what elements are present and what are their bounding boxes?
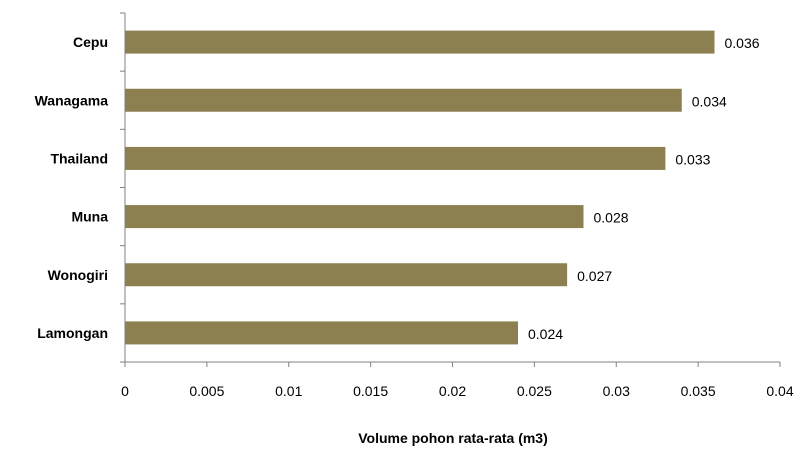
bar-wanagama [125, 88, 682, 112]
bars-layer [125, 30, 715, 345]
x-tick-label: 0.03 [603, 383, 630, 399]
x-tick-label: 0.04 [766, 383, 793, 399]
category-label: Muna [71, 209, 108, 225]
category-label: Wonogiri [48, 267, 108, 283]
category-label: Thailand [50, 150, 108, 166]
x-tick-label: 0.01 [275, 383, 302, 399]
data-label: 0.036 [725, 35, 760, 51]
axes-layer [120, 12, 781, 367]
x-tick-label: 0 [121, 383, 129, 399]
x-axis-title: Volume pohon rata-rata (m3) [358, 430, 548, 446]
x-tick-label: 0.035 [681, 383, 716, 399]
x-tick-label: 0.02 [439, 383, 466, 399]
bar-cepu [125, 30, 715, 54]
category-label: Lamongan [37, 325, 108, 341]
labels-layer: 0 0.005 0.01 0.015 0.02 0.025 0.03 0.035 0.04 Cep… [35, 34, 794, 399]
category-label: Wanagama [35, 92, 109, 108]
data-label: 0.033 [675, 151, 710, 167]
bar-lamongan [125, 321, 518, 345]
data-label: 0.034 [692, 93, 727, 109]
bar-muna [125, 205, 584, 229]
x-tick-label: 0.025 [517, 383, 552, 399]
data-label: 0.027 [577, 268, 612, 284]
data-label: 0.028 [594, 210, 629, 226]
x-tick-label: 0.005 [189, 383, 224, 399]
category-label: Cepu [73, 34, 108, 50]
x-tick-label: 0.015 [353, 383, 388, 399]
bar-wonogiri [125, 263, 568, 287]
data-label: 0.024 [528, 326, 563, 342]
bar-thailand [125, 146, 666, 170]
